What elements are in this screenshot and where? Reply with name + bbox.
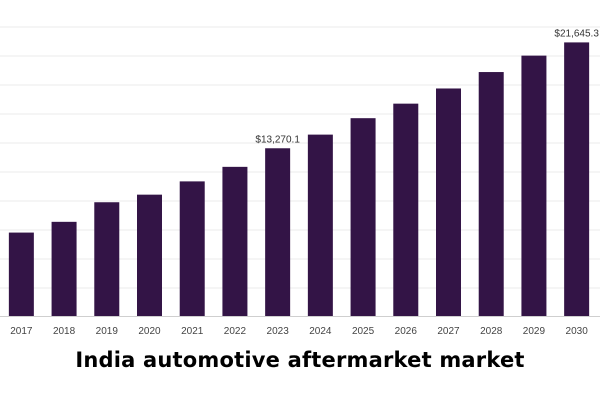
x-tick-label-2026: 2026: [395, 326, 418, 337]
bar-2018: [51, 221, 77, 316]
x-tick-label-2017: 2017: [10, 326, 33, 337]
x-tick-label-2024: 2024: [309, 326, 332, 337]
data-label-2030: $21,645.3: [554, 28, 599, 39]
x-tick-label-2023: 2023: [267, 326, 290, 337]
x-axis-tick-labels: 2017 2018 2019 2020 2021 2022 2023 2024 2025 2026…: [10, 326, 588, 337]
x-tick-label-2018: 2018: [53, 326, 76, 337]
bar-2024: [307, 134, 333, 316]
x-tick-label-2019: 2019: [96, 326, 119, 337]
bar-2025: [350, 118, 376, 317]
bar-2019: [94, 202, 120, 316]
bar-2030: [564, 42, 590, 316]
x-tick-label-2030: 2030: [566, 326, 589, 337]
gridlines: [0, 26, 600, 289]
bar-2022: [222, 166, 248, 316]
bar-2020: [137, 194, 162, 316]
x-tick-label-2027: 2027: [437, 326, 460, 337]
x-tick-label-2029: 2029: [523, 326, 546, 337]
data-labels: $13,270.1 $21,645.3: [255, 28, 599, 145]
bars: [8, 42, 590, 317]
chart-title: India automotive aftermarket market: [75, 348, 525, 372]
x-tick-label-2021: 2021: [181, 326, 204, 337]
data-label-2023: $13,270.1: [255, 134, 300, 145]
x-tick-label-2028: 2028: [480, 326, 503, 337]
bar-2026: [393, 103, 419, 316]
bar-2029: [521, 55, 547, 317]
x-tick-label-2020: 2020: [138, 326, 161, 337]
bar-chart: $13,270.1$21,645.3 2017 2018 2019 2020 2021 2…: [0, 26, 600, 337]
x-tick-label-2022: 2022: [224, 326, 247, 337]
bar-2023: [265, 148, 291, 316]
bar-2017: [8, 232, 34, 316]
bar-2028: [478, 72, 504, 316]
x-tick-label-2025: 2025: [352, 326, 375, 337]
bar-2021: [179, 181, 205, 316]
bar-2027: [436, 88, 461, 316]
